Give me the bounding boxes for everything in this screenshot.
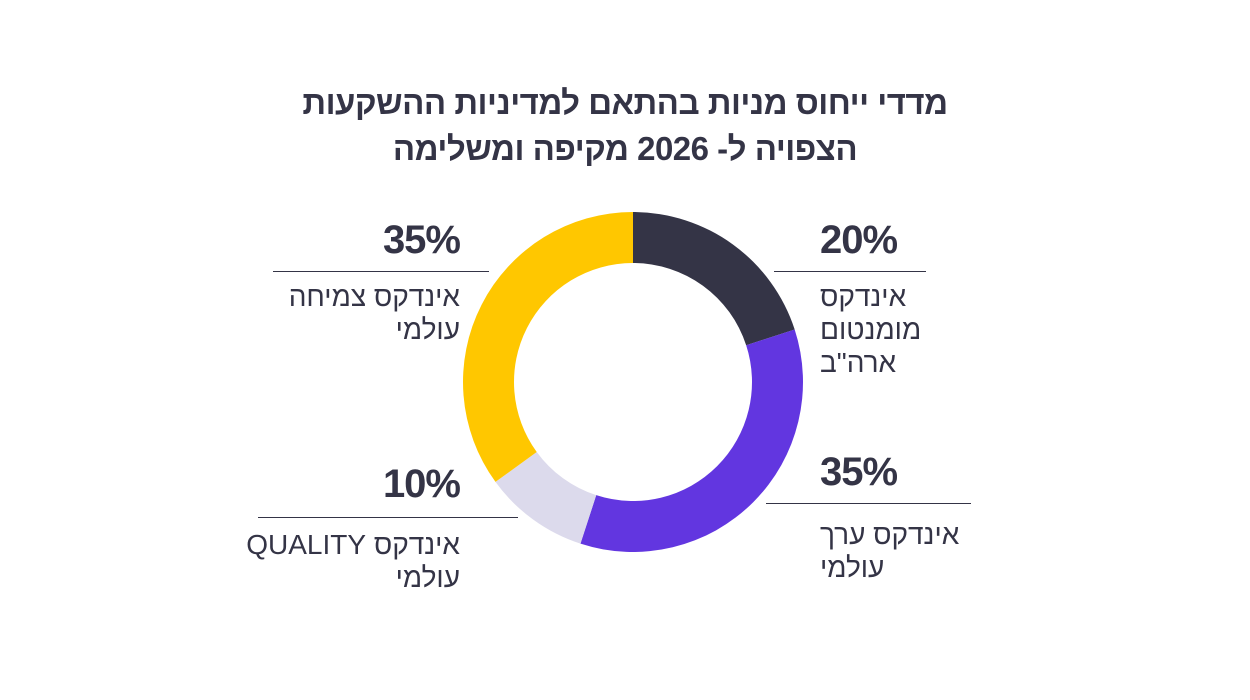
donut-slice-1 [580, 329, 803, 553]
title-line-1: מדדי ייחוס מניות בהתאם למדיניות ההשקעות [302, 84, 948, 121]
slice-label-value: 35% אינדקס ערך עולמי [820, 450, 980, 584]
slice-label-quality: 10% אינדקס QUALITY עולמי [240, 462, 461, 594]
donut-slice-0 [633, 212, 795, 346]
slice-name-line: עולמי [820, 552, 885, 583]
slice-percent: 35% [382, 218, 461, 262]
donut-slice-3 [463, 212, 633, 482]
donut-slice-2 [495, 451, 597, 544]
slice-name: אינדקס ערך עולמי [820, 518, 980, 584]
slice-label-growth: 35% אינדקס צמיחה עולמי [260, 218, 461, 346]
slice-name-line: אינדקס QUALITY [246, 529, 460, 560]
chart-title: מדדי ייחוס מניות בהתאם למדיניות ההשקעות … [225, 80, 1025, 172]
slice-name-line: עולמי [395, 562, 460, 593]
slice-percent: 35% [820, 450, 898, 494]
label-divider [774, 271, 926, 272]
label-divider [273, 271, 489, 272]
slice-name-line: אינדקס [820, 281, 907, 312]
slice-percent: 10% [382, 462, 461, 506]
slice-name-line: מומנטום [820, 314, 922, 345]
slice-label-momentum: 20% אינדקס מומנטום ארה"ב [820, 218, 980, 379]
title-line-2: הצפויה ל- 2026 מקיפה ומשלימה [392, 130, 858, 167]
slice-name-line: עולמי [395, 314, 460, 345]
slice-name-line: אינדקס צמיחה [288, 281, 460, 312]
slice-name: אינדקס QUALITY עולמי [240, 528, 460, 594]
slice-name: אינדקס מומנטום ארה"ב [820, 280, 980, 379]
slice-percent: 20% [820, 218, 898, 262]
slice-name: אינדקס צמיחה עולמי [260, 280, 460, 346]
slice-name-line: ארה"ב [820, 347, 897, 378]
label-divider [766, 503, 971, 504]
slice-name-line: אינדקס ערך [820, 519, 960, 550]
label-divider [258, 517, 518, 518]
